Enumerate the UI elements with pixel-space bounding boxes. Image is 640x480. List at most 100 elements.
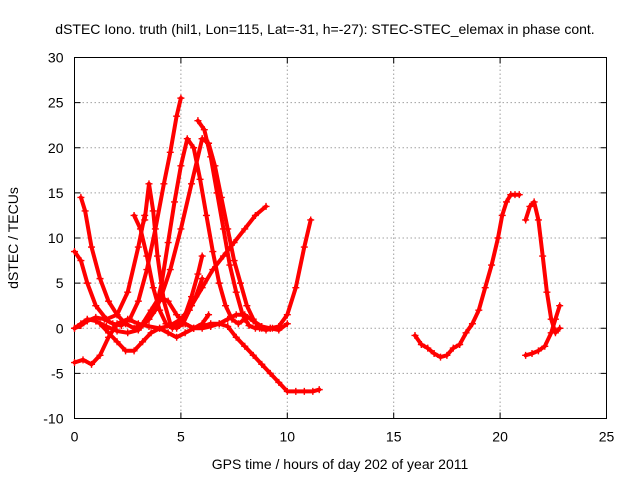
- data-point: [96, 351, 104, 359]
- data-point: [171, 198, 179, 206]
- data-point: [266, 324, 274, 332]
- data-point: [249, 317, 257, 325]
- data-point: [209, 248, 217, 256]
- data-point: [188, 180, 196, 188]
- data-point: [83, 279, 91, 287]
- data-point: [556, 302, 564, 310]
- data-point: [92, 302, 100, 310]
- x-tick-label: 20: [492, 429, 508, 445]
- data-point: [113, 338, 121, 346]
- data-point: [258, 322, 266, 330]
- data-point: [515, 191, 523, 199]
- data-point: [88, 243, 96, 251]
- data-point: [232, 311, 240, 319]
- data-point: [198, 252, 206, 260]
- data-point: [105, 297, 113, 305]
- data-point: [224, 322, 232, 330]
- data-point: [194, 117, 202, 125]
- data-point: [77, 320, 85, 328]
- data-point: [522, 351, 530, 359]
- data-point: [124, 315, 132, 323]
- series-6: [130, 211, 206, 332]
- x-tick-label: 25: [599, 429, 615, 445]
- data-point: [134, 297, 142, 305]
- data-point: [147, 329, 155, 337]
- data-point: [468, 320, 476, 328]
- y-tick-label: 25: [48, 95, 64, 111]
- data-point: [258, 360, 266, 368]
- data-point: [139, 338, 147, 346]
- x-tick-label: 5: [177, 429, 185, 445]
- data-point: [315, 386, 323, 394]
- data-point: [200, 126, 208, 134]
- data-point: [190, 144, 198, 152]
- series-7: [141, 180, 206, 332]
- data-point: [236, 279, 244, 287]
- data-point: [543, 288, 551, 296]
- data-point: [437, 353, 445, 361]
- data-point: [417, 340, 425, 348]
- data-point: [462, 329, 470, 337]
- data-point: [145, 322, 153, 330]
- data-point: [217, 193, 225, 201]
- data-point: [283, 387, 291, 395]
- series-layer: [71, 94, 564, 395]
- data-point: [145, 315, 153, 323]
- data-point: [130, 347, 138, 355]
- data-point: [498, 211, 506, 219]
- series-12: [411, 191, 523, 361]
- data-point: [475, 306, 483, 314]
- data-point: [300, 387, 308, 395]
- data-point: [309, 387, 317, 395]
- chart-title: dSTEC Iono. truth (hil1, Lon=115, Lat=-3…: [55, 21, 594, 37]
- data-point: [198, 135, 206, 143]
- data-point: [262, 202, 270, 210]
- data-point: [198, 275, 206, 283]
- data-point: [241, 225, 249, 233]
- data-point: [130, 211, 138, 219]
- data-point: [177, 225, 185, 233]
- data-point: [528, 350, 536, 358]
- data-point: [177, 94, 185, 102]
- data-point: [534, 216, 542, 224]
- data-point: [153, 252, 161, 260]
- data-point: [166, 266, 174, 274]
- data-point: [166, 320, 174, 328]
- data-point: [307, 216, 315, 224]
- data-point: [556, 324, 564, 332]
- y-tick-label: 20: [48, 140, 64, 156]
- data-point: [143, 252, 151, 260]
- data-point: [215, 320, 223, 328]
- data-point: [430, 350, 438, 358]
- data-point: [283, 311, 291, 319]
- data-point: [443, 351, 451, 359]
- data-point: [456, 340, 464, 348]
- data-point: [196, 175, 204, 183]
- series-13-trace: [523, 199, 562, 335]
- series-5-trace: [98, 321, 322, 394]
- data-point: [530, 198, 538, 206]
- data-point: [190, 324, 198, 332]
- data-point: [222, 302, 230, 310]
- data-point: [249, 351, 257, 359]
- y-tick-label: -10: [43, 411, 63, 427]
- data-point: [96, 275, 104, 283]
- data-point: [541, 342, 549, 350]
- y-tick-label: -5: [51, 365, 64, 381]
- data-point: [224, 315, 232, 323]
- data-point: [136, 225, 144, 233]
- data-point: [105, 329, 113, 337]
- data-point: [226, 261, 234, 269]
- data-point: [481, 284, 489, 292]
- data-point: [88, 360, 96, 368]
- data-point: [71, 248, 78, 256]
- data-point: [158, 279, 166, 287]
- data-point: [251, 211, 259, 219]
- data-point: [160, 180, 168, 188]
- data-point: [71, 359, 78, 367]
- data-point: [192, 293, 200, 301]
- data-point: [185, 306, 193, 314]
- data-point: [145, 180, 153, 188]
- data-point: [230, 257, 238, 265]
